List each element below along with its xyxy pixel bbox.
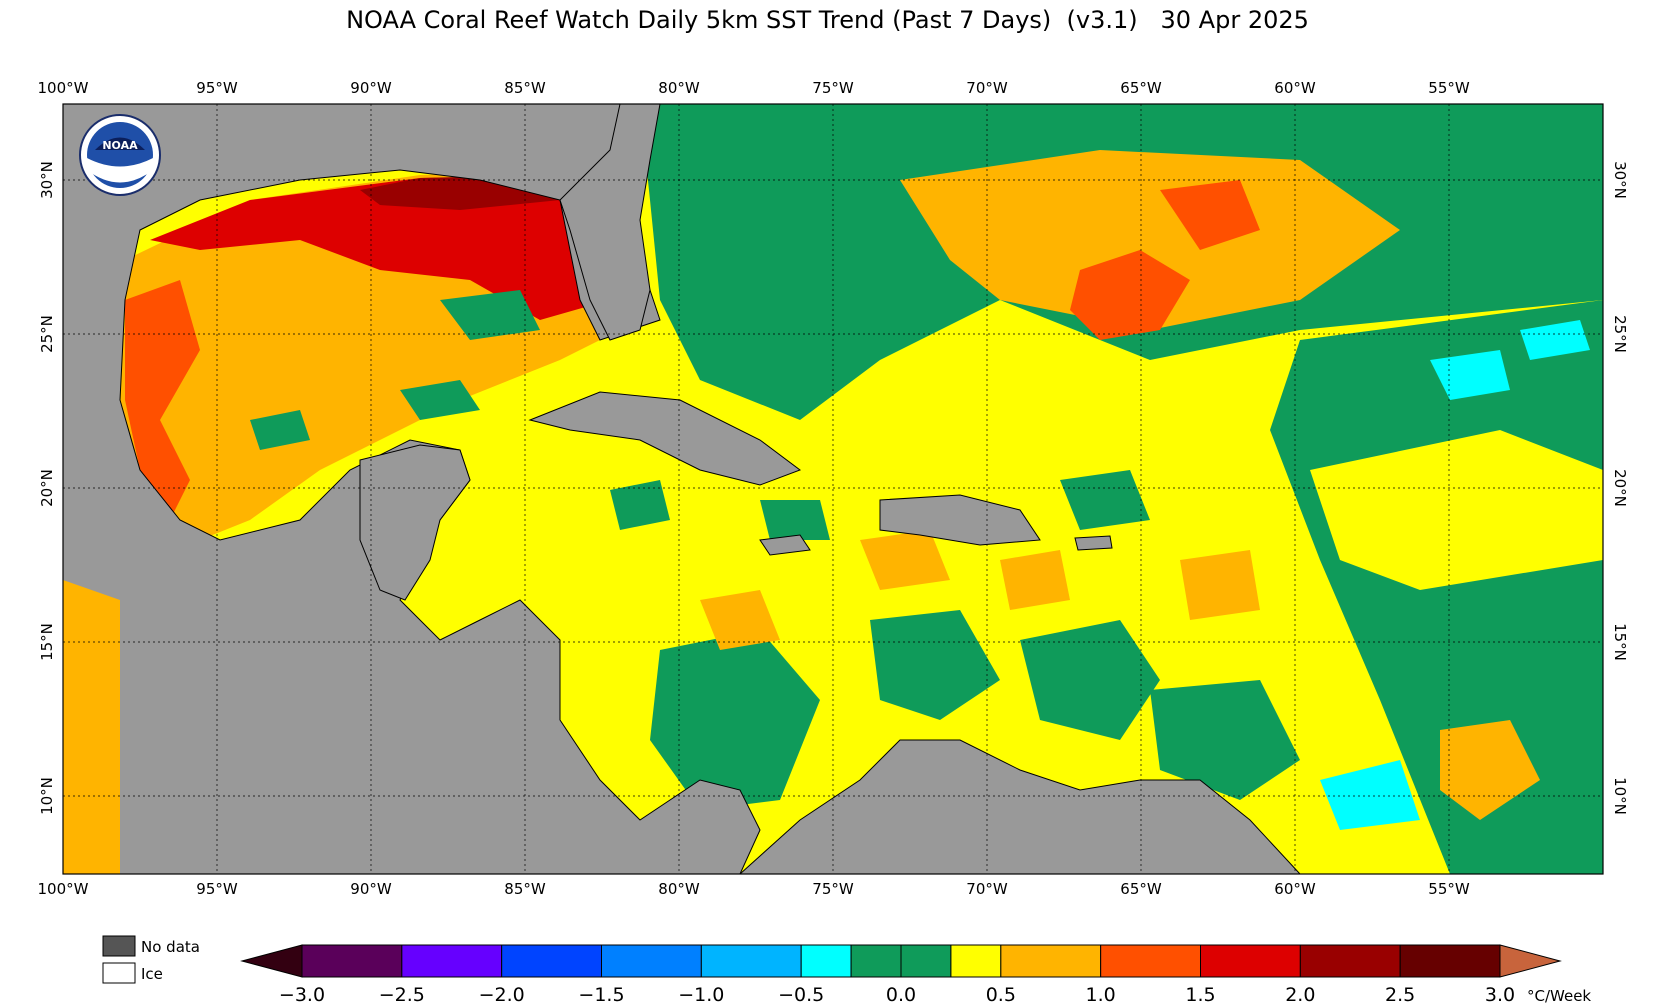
colorbar-tick-label: −2.5 — [379, 984, 425, 1006]
lat-tick-label: 20°N — [1611, 469, 1629, 507]
legend-keys: No data Ice — [102, 935, 200, 984]
noaa-logo: NOAA — [79, 114, 161, 196]
colorbar-tick-label: 0.0 — [886, 984, 916, 1006]
lat-tick-label: 30°N — [1611, 161, 1629, 199]
land-florida — [559, 104, 661, 341]
lon-tick-label: 65°W — [1120, 79, 1162, 97]
lon-tick-label: 90°W — [350, 880, 392, 898]
colorbar-tick-label: 1.5 — [1185, 984, 1215, 1006]
colorbar-unit: °C/Week — [1527, 987, 1591, 1005]
lon-ticks-top: 100°W 95°W 90°W 85°W 80°W 75°W 70°W 65°W… — [38, 79, 1470, 97]
lat-ticks-left: 30°N 25°N 20°N 15°N 10°N — [38, 161, 56, 815]
gulf-trend-hot-north — [150, 175, 610, 320]
colorbar-cell — [501, 944, 602, 978]
no-data-label: No data — [141, 938, 200, 956]
colorbar-tick-label: −1.5 — [578, 984, 624, 1006]
caribbean-green-patches — [610, 470, 1300, 810]
land-cuba — [528, 391, 802, 486]
colorbar-cell — [301, 944, 403, 978]
map-title: NOAA Coral Reef Watch Daily 5km SST Tren… — [346, 6, 1309, 34]
ice-swatch — [102, 962, 136, 984]
atlantic-cool — [1320, 320, 1590, 830]
lon-tick-label: 75°W — [812, 880, 854, 898]
land-yucatan — [359, 444, 471, 601]
lon-tick-label: 80°W — [658, 79, 700, 97]
atlantic-trend-warm — [900, 150, 1400, 330]
caribbean-orange-patches — [700, 530, 1260, 650]
colorbar-tick-label: 2.5 — [1385, 984, 1415, 1006]
land-south-america — [739, 739, 1301, 874]
lon-tick-label: 85°W — [504, 880, 546, 898]
land-hispaniola — [879, 494, 1041, 546]
colorbar-cell — [900, 944, 952, 978]
colorbar-cell — [1399, 944, 1501, 978]
atlantic-warm-east — [1440, 720, 1540, 820]
colorbar-labels: −3.0 −2.5 −2.0 −1.5 −1.0 −0.5 0.0 0.5 1.0 1.5 2.0 2… — [279, 984, 1515, 1006]
lon-tick-label: 100°W — [38, 880, 89, 898]
map-frame — [62, 103, 1604, 875]
gulf-green-patches — [250, 290, 540, 450]
gulf-trend-red-west — [125, 280, 200, 520]
lon-tick-label: 100°W — [38, 79, 89, 97]
atlantic-east-yellow — [1310, 430, 1603, 590]
lat-tick-label: 10°N — [1611, 777, 1629, 815]
colorbar-tick-label: 1.0 — [1086, 984, 1116, 1006]
colorbar-cell — [850, 944, 902, 978]
colorbar-cell — [950, 944, 1002, 978]
land-puerto-rico — [1074, 535, 1113, 551]
lat-tick-label: 20°N — [38, 469, 56, 507]
lon-tick-label: 55°W — [1428, 880, 1470, 898]
lat-tick-label: 30°N — [38, 161, 56, 199]
colorbar-cell — [1200, 944, 1301, 978]
noaa-logo-text: NOAA — [102, 139, 138, 152]
map-panel — [63, 104, 1603, 874]
lat-tick-label: 15°N — [1611, 623, 1629, 661]
lon-tick-label: 80°W — [658, 880, 700, 898]
colorbar-cell — [1100, 944, 1201, 978]
colorbar-tick-label: −0.5 — [778, 984, 824, 1006]
lon-tick-label: 60°W — [1274, 79, 1316, 97]
lon-tick-label: 95°W — [196, 79, 238, 97]
colorbar-tick-label: −1.0 — [678, 984, 724, 1006]
land-central-america-shadow — [63, 580, 120, 874]
lat-ticks-right: 30°N 25°N 20°N 15°N 10°N — [1611, 161, 1629, 815]
colorbar-cell — [800, 944, 852, 978]
colorbar-cells — [301, 944, 1501, 978]
lon-tick-label: 85°W — [504, 79, 546, 97]
lon-tick-label: 60°W — [1274, 880, 1316, 898]
lon-tick-label: 95°W — [196, 880, 238, 898]
colorbar-high-arrow — [1499, 944, 1562, 978]
lon-tick-label: 55°W — [1428, 79, 1470, 97]
colorbar-tick-label: 2.0 — [1285, 984, 1315, 1006]
lat-tick-label: 15°N — [38, 623, 56, 661]
lat-tick-label: 25°N — [38, 315, 56, 353]
colorbar: −3.0 −2.5 −2.0 −1.5 −1.0 −0.5 0.0 0.5 1.0 1.5 2.0 2… — [240, 944, 1591, 1006]
colorbar-cell — [401, 944, 503, 978]
atlantic-hotspot — [1070, 250, 1190, 340]
colorbar-low-arrow — [240, 944, 303, 978]
colorbar-tick-label: 3.0 — [1485, 984, 1515, 1006]
colorbar-cell — [1299, 944, 1401, 978]
colorbar-tick-label: −2.0 — [479, 984, 525, 1006]
colorbar-tick-label: 0.5 — [986, 984, 1016, 1006]
lat-tick-label: 10°N — [38, 777, 56, 815]
lat-tick-label: 25°N — [1611, 315, 1629, 353]
colorbar-tick-label: −3.0 — [279, 984, 325, 1006]
graticule — [63, 104, 1603, 874]
colorbar-cell — [700, 944, 802, 978]
lon-tick-label: 70°W — [966, 79, 1008, 97]
lon-tick-label: 65°W — [1120, 880, 1162, 898]
lon-tick-label: 70°W — [966, 880, 1008, 898]
colorbar-cell — [1000, 944, 1102, 978]
lon-tick-label: 75°W — [812, 79, 854, 97]
colorbar-cell — [601, 944, 702, 978]
atlantic-hotspot-2 — [1160, 180, 1260, 250]
lon-ticks-bottom: 100°W 95°W 90°W 85°W 80°W 75°W 70°W 65°W… — [38, 880, 1470, 898]
land-jamaica — [759, 534, 811, 556]
no-data-swatch — [102, 935, 136, 957]
ice-label: Ice — [141, 965, 163, 983]
lon-tick-label: 90°W — [350, 79, 392, 97]
